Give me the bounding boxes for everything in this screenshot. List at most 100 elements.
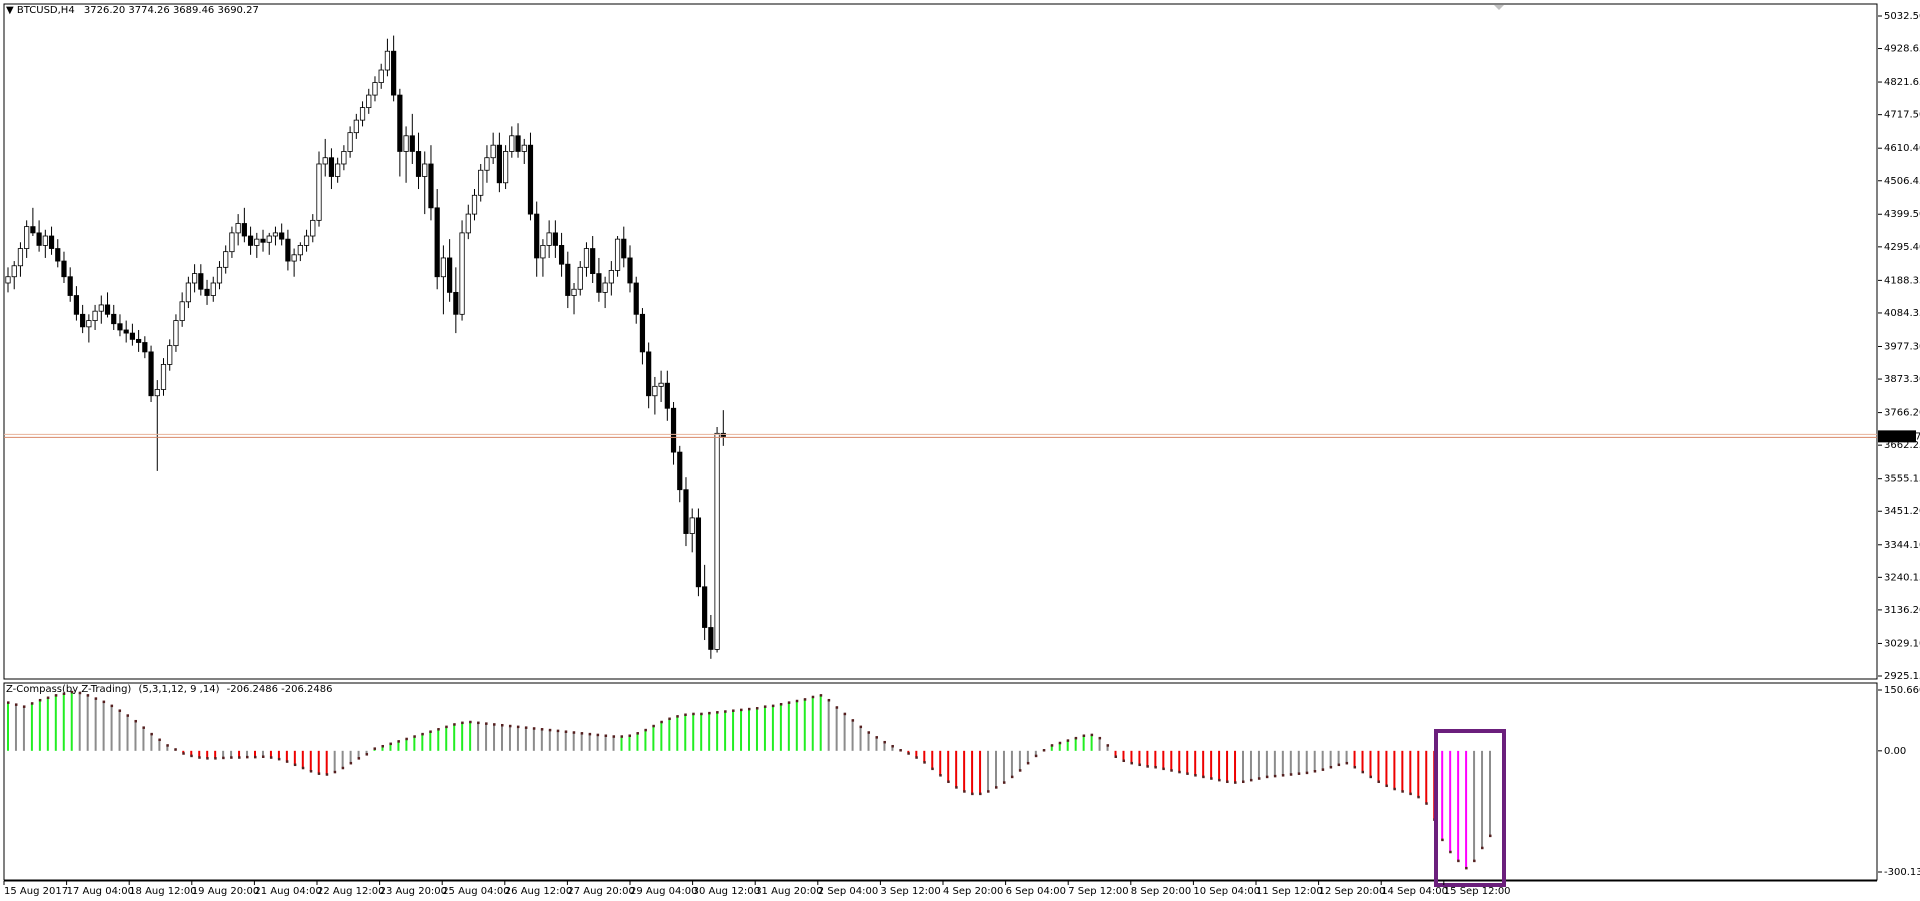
candle-body [229, 232, 235, 253]
indicator-bar-tip [493, 723, 496, 726]
candle-body [216, 266, 223, 284]
candle-body [366, 94, 372, 109]
candle-body [384, 50, 391, 71]
indicator-bar-tip [516, 725, 520, 729]
candle-body [254, 238, 260, 246]
indicator-bar-tip [779, 702, 783, 706]
indicator-bar-tip [548, 728, 552, 732]
candle-body [123, 329, 129, 334]
candle-body [98, 304, 104, 312]
candle-body [17, 248, 24, 267]
indicator-bar-tip [676, 715, 679, 718]
indicator-bar-tip [477, 721, 480, 725]
indicator-bar-tip [1210, 777, 1213, 780]
indicator-bar-tip [1265, 775, 1269, 779]
candle-body [310, 219, 316, 237]
price-tick-label: 3136.20 [1884, 605, 1920, 616]
indicator-bar-tip [1218, 778, 1221, 782]
indicator-bar-tip [1489, 834, 1492, 838]
indicator-bar-tip [1066, 739, 1070, 742]
price-tick-label: 4084.35 [1884, 308, 1920, 319]
candle-body [434, 207, 440, 278]
main-pane-frame [3, 3, 1878, 680]
candle-body [285, 238, 291, 262]
indicator-bar-tip [1449, 850, 1452, 854]
candle-body [447, 257, 453, 293]
indicator-bar-tip [62, 692, 66, 695]
candle-body [341, 151, 347, 165]
candle-body [80, 313, 86, 328]
indicator-bar-tip [1154, 765, 1157, 769]
indicator-bar-tip [795, 699, 799, 703]
indicator-bar-tip [1050, 744, 1054, 747]
candle-body [590, 248, 596, 274]
candle-body [272, 232, 279, 237]
candle-body [353, 119, 359, 134]
indicator-bar-tip [1417, 795, 1420, 799]
chart-symbol: BTCUSD,H4 [16, 5, 75, 16]
indicator-bar-tip [230, 756, 233, 759]
indicator-bar-tip [564, 730, 568, 733]
price-tick-label: 4399.50 [1884, 209, 1920, 220]
indicator-bar-tip [413, 735, 416, 738]
indicator-bar-tip [1074, 736, 1078, 740]
candle-body [403, 135, 409, 152]
candle-body [552, 232, 558, 246]
candle-body [73, 295, 80, 315]
indicator-bar-tip [891, 744, 894, 748]
indicator-bar-tip [1457, 859, 1460, 863]
candle-body [565, 263, 571, 296]
candle-body [303, 235, 310, 246]
indicator-bar-tip [254, 755, 257, 759]
candle-body [465, 213, 471, 234]
candle-body [534, 213, 540, 259]
indicator-bar-tip [1130, 761, 1133, 765]
indicator-bar-tip [397, 740, 400, 743]
indicator-bar-tip [1122, 759, 1125, 763]
indicator-bar-tip [86, 694, 90, 697]
indicator-bar-tip [1273, 774, 1277, 778]
time-tick-label: 6 Sep 04:00 [1006, 886, 1066, 897]
candle-body [55, 248, 61, 262]
indicator-bar-tip [70, 690, 74, 694]
indicator-bar-tip [269, 756, 273, 759]
indicator-bar-tip [381, 744, 384, 748]
indicator-bar-tip [1377, 780, 1380, 784]
indicator-bar-tip [1114, 755, 1118, 758]
candle-body [509, 135, 515, 152]
price-tick-label: 3240.15 [1884, 572, 1920, 583]
candle-body [204, 288, 210, 296]
indicator-bar-tip [30, 702, 34, 705]
indicator-bar-tip [620, 735, 624, 738]
candle-body [42, 235, 48, 246]
candle-body [247, 235, 254, 246]
indicator-bar-tip [1202, 775, 1205, 779]
indicator-bar-tip [389, 742, 392, 746]
time-tick-label: 17 Aug 04:00 [67, 886, 134, 897]
time-tick-label: 7 Sep 12:00 [1068, 886, 1128, 897]
indicator-bar-tip [1297, 772, 1301, 775]
indicator-bar-tip [811, 695, 815, 699]
indicator-bar-tip [1481, 846, 1484, 850]
chart-dropdown-icon[interactable]: ▼ [6, 5, 14, 16]
indicator-bar-tip [293, 763, 297, 767]
indicator-name: Z-Compass(by Z-Trading) [6, 684, 132, 695]
price-tick-label: 2925.15 [1884, 671, 1920, 682]
candle-body [652, 385, 658, 397]
time-tick-label: 21 Aug 04:00 [254, 886, 321, 897]
indicator-bar-tip [1337, 763, 1341, 767]
indicator-bar-tip [38, 698, 42, 702]
candle-body [683, 489, 689, 534]
candle-body [596, 273, 602, 293]
indicator-bar-tip [1385, 784, 1388, 788]
candle-body [378, 69, 384, 83]
price-tick-label: 3344.10 [1884, 540, 1920, 551]
indicator-bar-tip [700, 712, 703, 716]
indicator-bar-tip [508, 724, 512, 728]
indicator-bar-tip [652, 724, 655, 728]
candle-body [154, 389, 160, 397]
indicator-title: Z-Compass(by Z-Trading) (5,3,1,12, 9 ,14… [6, 684, 332, 695]
candle-body [359, 107, 366, 121]
